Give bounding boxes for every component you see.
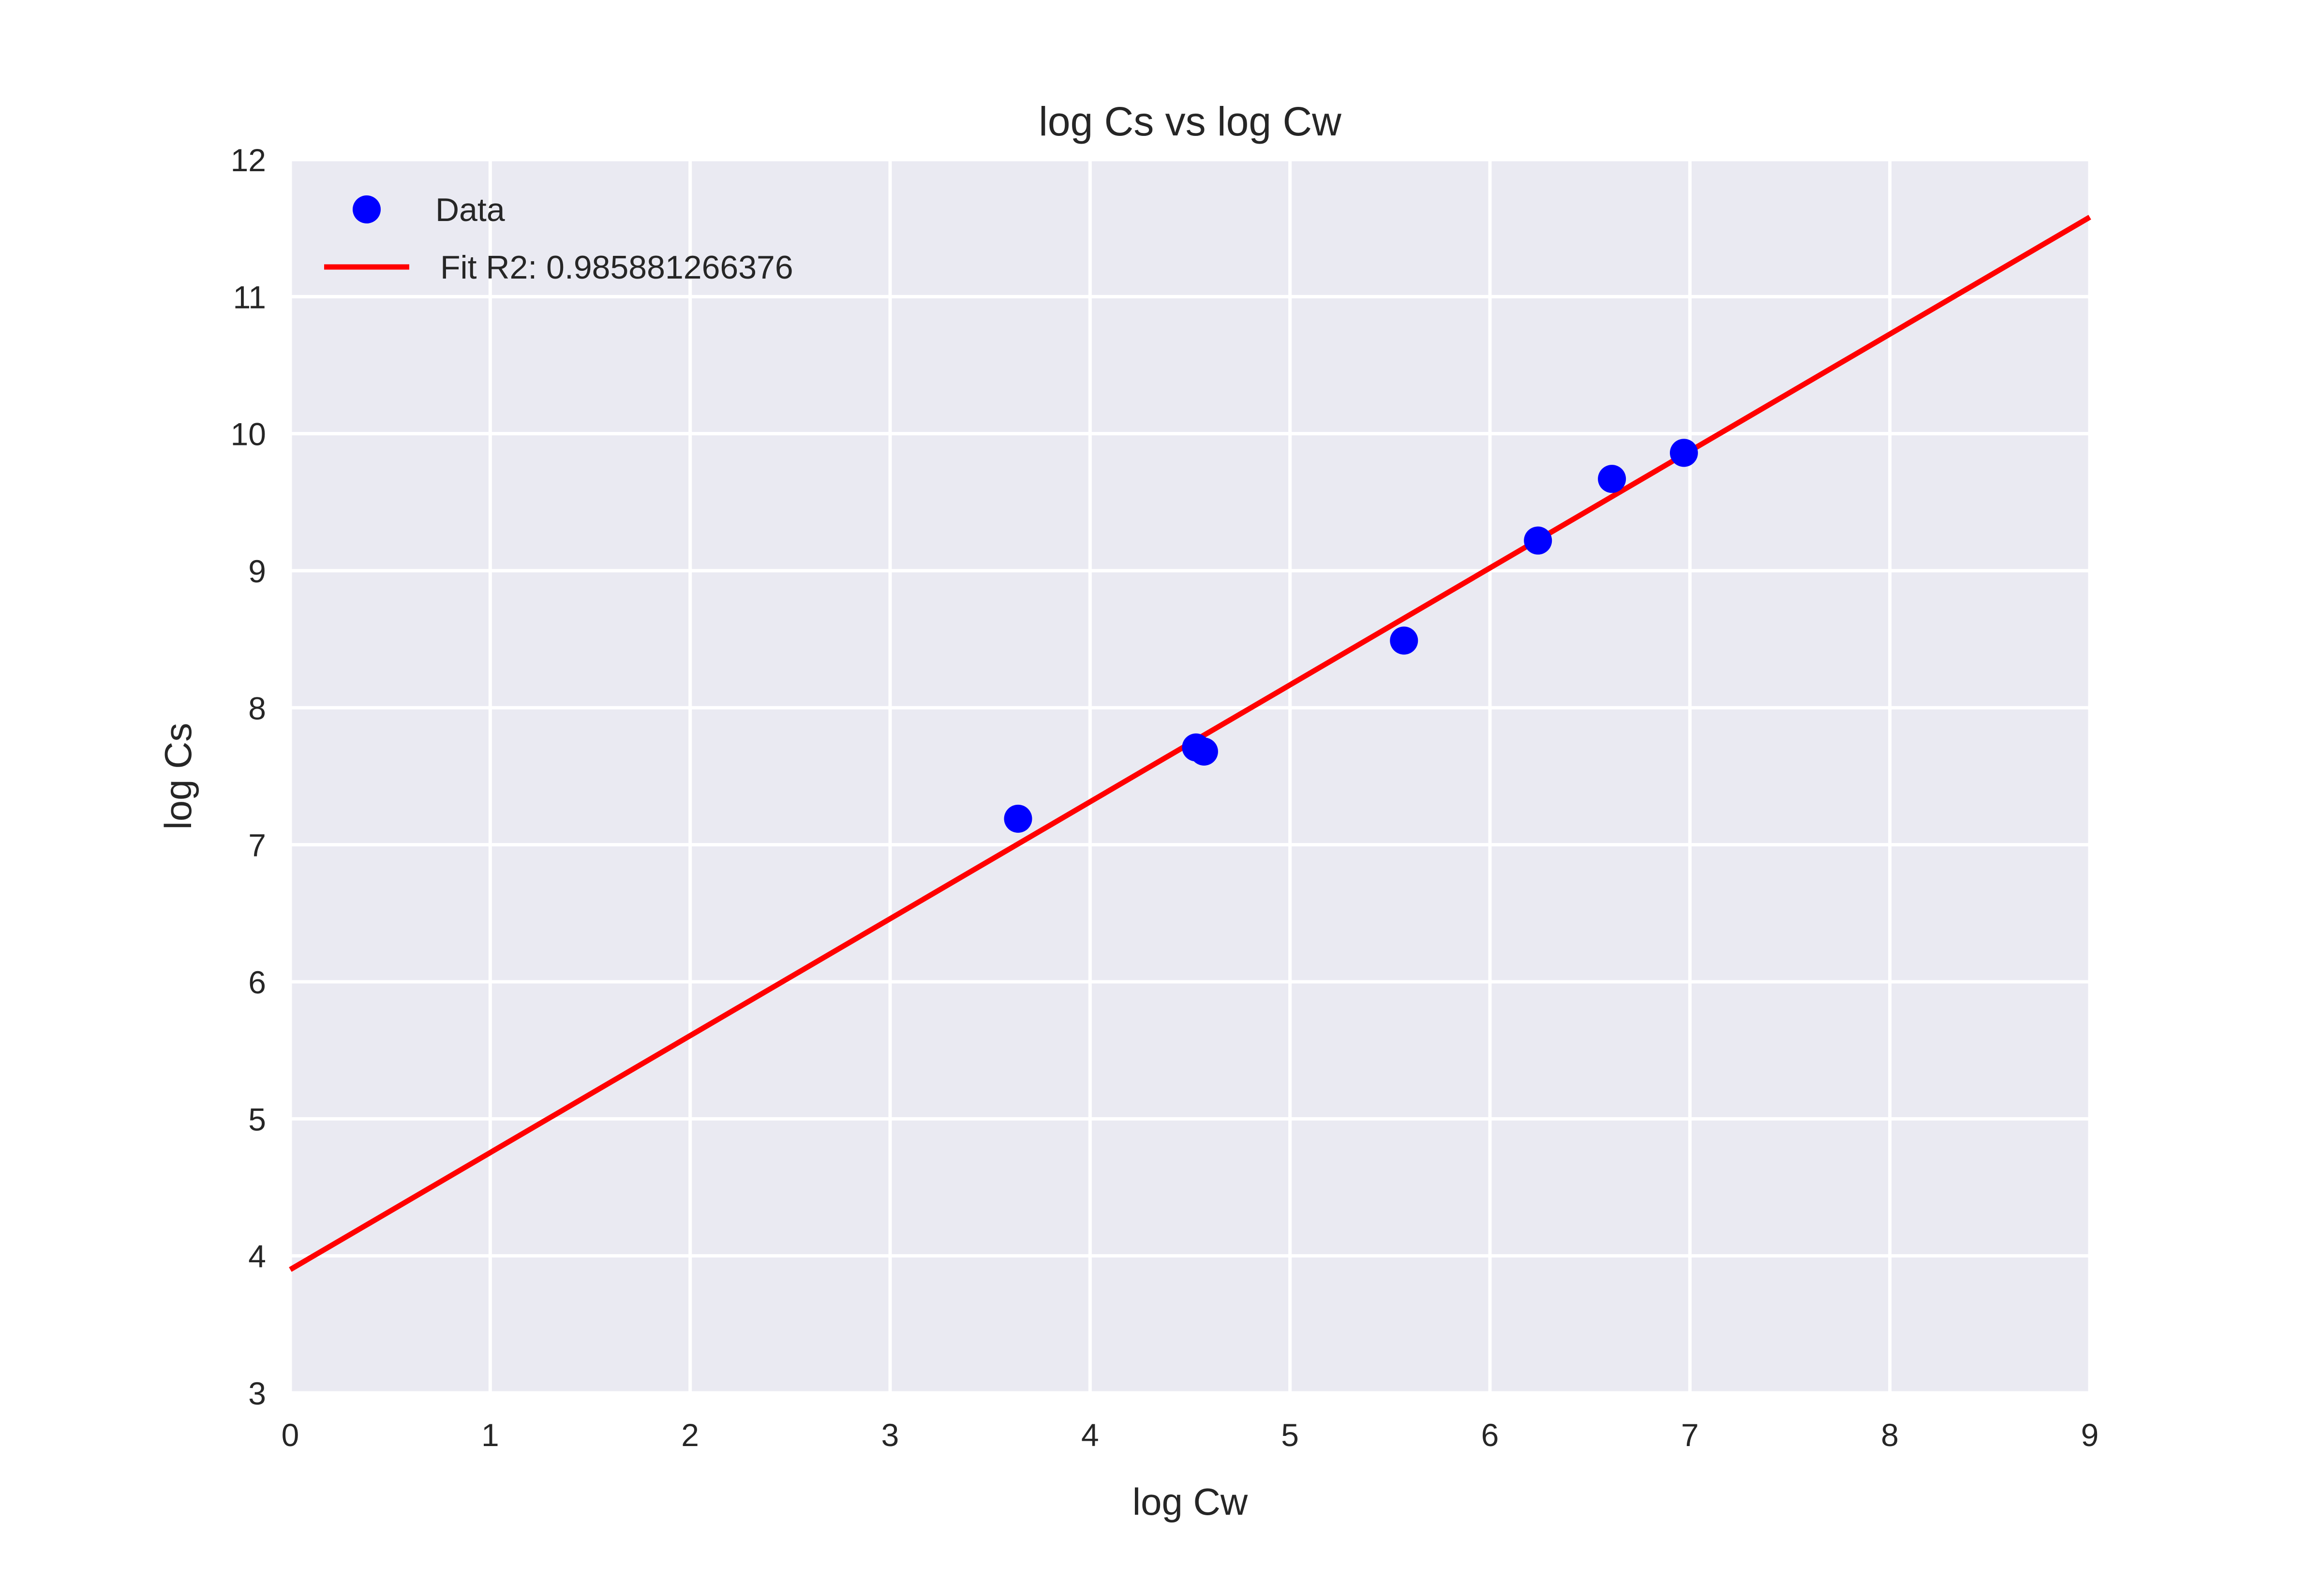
y-tick-label: 6 [248,964,266,1000]
x-tick-label: 9 [2081,1417,2099,1453]
x-tick-label: 4 [1081,1417,1099,1453]
data-point [1390,626,1418,655]
data-point [1524,526,1552,555]
x-tick-label: 7 [1681,1417,1699,1453]
x-tick-label: 1 [481,1417,499,1453]
legend-fit-label: Fit R2: 0.985881266376 [440,249,793,286]
x-tick-label: 3 [881,1417,899,1453]
y-tick-label: 4 [248,1239,266,1274]
x-tick-label: 5 [1281,1417,1299,1453]
x-axis-label: log Cw [1132,1480,1248,1523]
legend-data-marker [353,195,381,223]
legend: Data Fit R2: 0.985881266376 [324,192,793,286]
y-tick-label: 12 [231,142,266,178]
y-tick-label: 11 [233,279,266,315]
y-tick-label: 8 [248,690,266,726]
y-tick-label: 10 [231,416,266,452]
y-tick-label: 9 [248,553,266,589]
x-tick-label: 8 [1881,1417,1899,1453]
y-axis-label: log Cs [157,723,199,829]
x-tick-labels: 0 1 2 3 4 5 6 7 8 9 [282,1417,2099,1453]
grid [288,158,2092,1395]
y-tick-label: 5 [248,1101,266,1137]
legend-data-label: Data [435,192,505,228]
data-point [1004,804,1032,833]
y-tick-label: 3 [248,1375,266,1411]
data-point [1190,738,1218,766]
y-tick-labels: 3 4 5 6 7 8 9 10 11 12 [231,142,266,1411]
plot-area [290,160,2090,1393]
data-point [1598,465,1626,493]
x-tick-label: 6 [1481,1417,1499,1453]
data-point [1669,439,1698,467]
data-points [1004,439,1698,833]
x-tick-label: 0 [282,1417,299,1453]
x-tick-label: 2 [681,1417,699,1453]
chart-title: log Cs vs log Cw [1039,99,1341,144]
y-tick-label: 7 [248,828,266,863]
